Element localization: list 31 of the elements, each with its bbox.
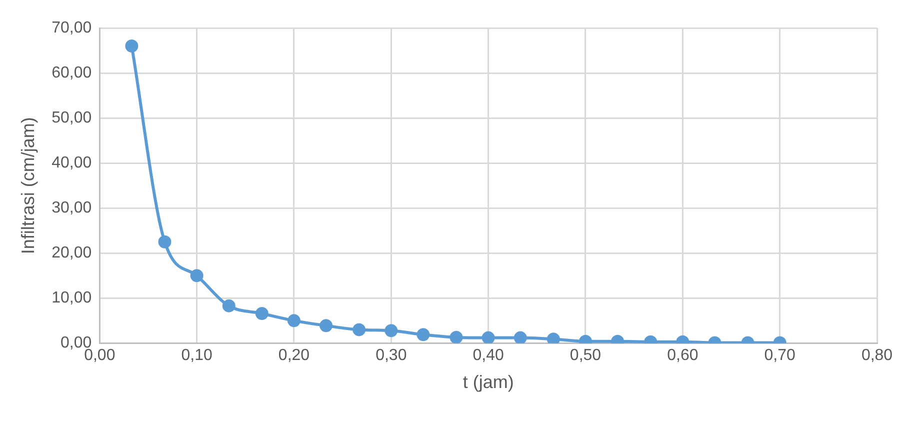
y-tick-label: 50,00 [52,109,92,126]
point [352,323,366,336]
x-tick-label: 0,00 [84,347,116,364]
point [190,269,204,282]
point [125,40,138,53]
point [320,319,333,332]
x-tick-label: 0,40 [472,347,504,364]
y-tick-label: 10,00 [52,290,92,307]
point [416,328,430,342]
point [255,306,268,320]
y-axis-title: Infiltrasi (cm/jam) [18,117,38,254]
x-tick-label: 0,50 [570,347,602,364]
x-tick-label: 0,30 [376,347,407,364]
y-tick-label: 60,00 [52,64,92,82]
point [482,331,495,344]
y-tick-label: 70,00 [52,19,92,36]
x-axis-title: t (jam) [462,372,514,392]
y-tick-label: 30,00 [52,200,92,217]
x-tick-label: 0,20 [278,347,310,364]
point [384,324,398,338]
x-tick-label: 0,80 [861,347,893,364]
point [450,330,463,344]
x-tick-label: 0,60 [667,347,698,364]
point [222,299,236,312]
y-tick-label: 40,00 [52,154,92,172]
y-tick-label: 20,00 [52,244,92,262]
point [514,331,527,344]
point [287,314,300,328]
x-tick-label: 0,70 [764,347,796,364]
point [158,235,172,248]
x-tick-label: 0,10 [181,347,212,364]
